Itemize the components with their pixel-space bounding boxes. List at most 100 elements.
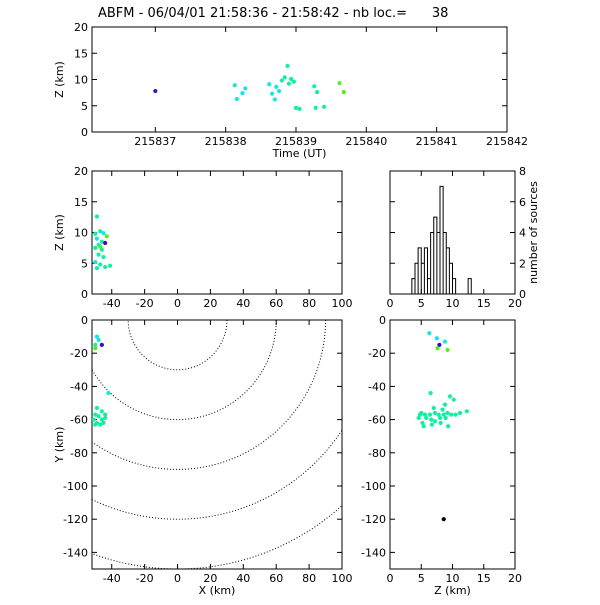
xy-ytick-label: -20	[70, 347, 88, 360]
zy-ytick-label: -140	[361, 546, 386, 559]
xy-xtick-label: 80	[302, 572, 316, 585]
zy-point	[427, 412, 433, 417]
xz-xtick-label: 60	[269, 297, 283, 310]
xz-point	[94, 236, 100, 241]
zy-point	[445, 410, 450, 416]
xy-point	[106, 390, 111, 396]
zy-point	[428, 390, 433, 396]
zy-panel: 0 5 10 15 20 -140 -120 -100 -80 -60 -40 -20 0 Z (km)	[361, 314, 522, 597]
histogram-xtick-label: 10	[446, 297, 460, 310]
xz-point	[107, 263, 113, 268]
time-height-point	[314, 90, 320, 95]
zy-ytick-label: -60	[368, 414, 386, 427]
zy-point	[437, 415, 443, 421]
time-height-ytick-label: 20	[74, 21, 88, 34]
xy-xtick-label: -40	[103, 572, 121, 585]
zy-point	[416, 415, 421, 421]
zy-xtick-label: 5	[418, 572, 425, 585]
zy-points	[416, 331, 469, 522]
xy-xtick-label: 20	[203, 572, 217, 585]
xy-point	[99, 342, 104, 347]
histogram-ytick-label: 4	[519, 227, 526, 240]
zy-point	[431, 405, 436, 411]
zy-ytick-label: -120	[361, 513, 386, 526]
zy-point	[420, 420, 425, 426]
xy-xtick-label: 100	[332, 572, 353, 585]
xy-ytick-label: -120	[63, 513, 88, 526]
time-height-point	[288, 76, 294, 82]
zy-point	[446, 424, 451, 429]
xz-point	[94, 214, 100, 219]
xz-ytick-label: 0	[81, 288, 88, 301]
time-height-panel: 215837 215838 215839 215840 215841 215842 0 5 10…	[53, 21, 528, 160]
time-height-ytick-label: 15	[74, 47, 88, 60]
xz-point	[94, 266, 100, 271]
histogram-ytick-label: 6	[519, 196, 526, 209]
xz-xtick-label: -40	[103, 297, 121, 310]
xy-points	[92, 334, 111, 427]
histogram-xtick-label: 15	[477, 297, 491, 310]
figure-title: ABFM - 06/04/01 21:58:36 - 21:58:42 - nb…	[98, 6, 448, 21]
zy-point	[424, 415, 429, 421]
xy-point	[94, 334, 100, 339]
time-height-point	[274, 84, 279, 89]
xy-point	[94, 405, 100, 411]
xy-range-rings	[92, 320, 342, 569]
time-height-ytick-label: 0	[81, 126, 88, 139]
zy-point	[438, 420, 443, 426]
xz-point	[103, 264, 108, 270]
xy-point	[93, 342, 98, 347]
xy-ytick-label: -100	[63, 480, 88, 493]
xy-point	[93, 412, 98, 417]
xz-ytick-label: 15	[74, 196, 88, 209]
histogram-xtick-label: 5	[418, 297, 425, 310]
xy-point	[101, 420, 106, 426]
xy-point	[93, 422, 98, 427]
zy-point	[417, 412, 423, 417]
xz-point	[99, 239, 104, 244]
xy-point	[103, 412, 108, 417]
time-height-ytick-label: 10	[74, 74, 88, 87]
xy-ytick-label: -60	[70, 414, 88, 427]
time-height-point	[285, 63, 290, 68]
histogram-xtick-label: 0	[387, 297, 394, 310]
xz-ytick-label: 20	[74, 165, 88, 178]
xz-ylabel: Z (km)	[53, 214, 66, 251]
zy-point	[432, 419, 438, 424]
time-height-point	[286, 81, 292, 86]
xy-range-ring	[127, 320, 228, 371]
xz-xtick-label: 100	[332, 297, 353, 310]
time-height-xtick-label: 215838	[205, 135, 247, 148]
time-height-xtick-label: 215841	[416, 135, 458, 148]
time-height-point	[297, 106, 302, 111]
xz-panel: -40 -20 0 20 40 60 80 100 0 5 10 15 20 Z (km)	[53, 165, 353, 310]
time-height-point	[269, 91, 275, 96]
time-height-points	[153, 63, 346, 111]
xy-ytick-label: -40	[70, 380, 88, 393]
time-height-ytick-label: 5	[81, 100, 88, 113]
time-height-point	[322, 104, 327, 109]
xz-point	[93, 231, 98, 236]
xy-point	[93, 346, 98, 351]
time-height-point	[341, 90, 346, 95]
time-height-xtick-label: 215840	[345, 135, 387, 148]
zy-ytick-label: -20	[368, 347, 386, 360]
time-height-ylabel: Z (km)	[53, 61, 66, 98]
zy-ytick-label: -80	[368, 447, 386, 460]
time-height-point	[282, 75, 287, 80]
xy-xtick-label: -20	[136, 572, 154, 585]
xz-point	[98, 229, 103, 234]
time-height-xlabel: Time (UT)	[272, 147, 327, 160]
xy-point	[98, 422, 103, 427]
histogram-ytick-label: 2	[519, 257, 526, 270]
zy-point	[435, 346, 440, 351]
time-height-point	[291, 79, 296, 84]
xz-point	[99, 247, 104, 252]
zy-point	[449, 412, 454, 417]
zy-point	[453, 412, 458, 417]
xy-xtick-label: 60	[269, 572, 283, 585]
